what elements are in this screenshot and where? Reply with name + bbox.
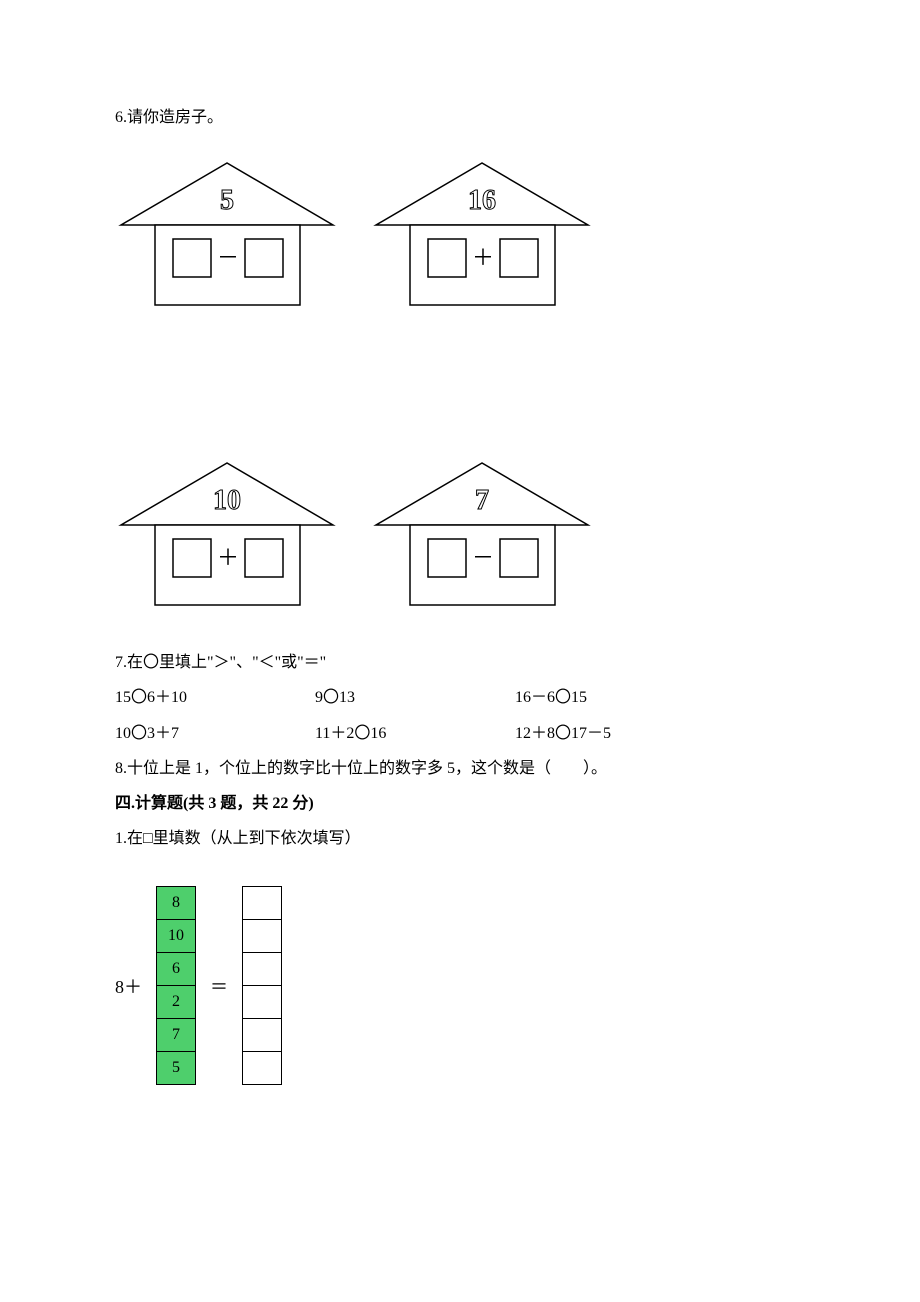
q8-label: 8.十位上是 1，个位上的数字比十位上的数字多 5，这个数是（ ）。 xyxy=(115,751,805,786)
calc-blank-cell[interactable] xyxy=(242,1051,282,1085)
blank-box-left[interactable] xyxy=(173,239,211,277)
calc-input-cell: 10 xyxy=(156,919,196,953)
house-svg: 16 ＋ xyxy=(370,155,595,315)
q4-1-label: 1.在□里填数（从上到下依次填写） xyxy=(115,821,805,856)
spacer xyxy=(115,345,805,435)
calc-equals: ＝ xyxy=(210,973,228,999)
q7-label: 7.在〇里填上"＞"、"＜"或"＝" xyxy=(115,645,805,680)
calc-input-column: 8 10 6 2 7 5 xyxy=(156,886,196,1085)
house-svg: 5 － xyxy=(115,155,340,315)
calc-blank-cell[interactable] xyxy=(242,952,282,986)
roof-number: 10 xyxy=(213,485,241,516)
operator: － xyxy=(217,245,239,270)
calc-input-cell: 8 xyxy=(156,886,196,920)
operator: ＋ xyxy=(217,545,239,570)
operator: ＋ xyxy=(472,245,494,270)
q7-item: 12＋8〇17－5 xyxy=(515,716,735,751)
calc-answer-column xyxy=(242,886,282,1085)
calc-blank-cell[interactable] xyxy=(242,919,282,953)
calc-input-cell: 6 xyxy=(156,952,196,986)
q7-item: 11＋2〇16 xyxy=(315,716,515,751)
calc-blank-cell[interactable] xyxy=(242,1018,282,1052)
houses-row-2: 10 ＋ 7 － xyxy=(115,455,805,615)
house-5: 5 － xyxy=(115,155,340,315)
page: 6.请你造房子。 5 － 16 ＋ xyxy=(0,0,920,1145)
house-svg: 7 － xyxy=(370,455,595,615)
q7-item: 15〇6＋10 xyxy=(115,680,315,715)
houses-row-1: 5 － 16 ＋ xyxy=(115,155,805,315)
roof-number: 5 xyxy=(220,185,234,216)
calc-input-cell: 7 xyxy=(156,1018,196,1052)
q6-label: 6.请你造房子。 xyxy=(115,100,805,135)
q7-item: 16－6〇15 xyxy=(515,680,735,715)
blank-box-left[interactable] xyxy=(428,539,466,577)
blank-box-right[interactable] xyxy=(500,239,538,277)
blank-box-right[interactable] xyxy=(245,539,283,577)
q7-item: 9〇13 xyxy=(315,680,515,715)
blank-box-right[interactable] xyxy=(500,539,538,577)
blank-box-left[interactable] xyxy=(428,239,466,277)
calc-block: 8＋ 8 10 6 2 7 5 ＝ xyxy=(115,886,805,1085)
house-7: 7 － xyxy=(370,455,595,615)
operator: － xyxy=(472,545,494,570)
calc-blank-cell[interactable] xyxy=(242,886,282,920)
house-svg: 10 ＋ xyxy=(115,455,340,615)
blank-box-right[interactable] xyxy=(245,239,283,277)
calc-blank-cell[interactable] xyxy=(242,985,282,1019)
calc-prefix: 8＋ xyxy=(115,973,142,999)
house-10: 10 ＋ xyxy=(115,455,340,615)
calc-input-cell: 5 xyxy=(156,1051,196,1085)
blank-box-left[interactable] xyxy=(173,539,211,577)
q7-row-2: 10〇3＋7 11＋2〇16 12＋8〇17－5 xyxy=(115,716,805,751)
q7-row-1: 15〇6＋10 9〇13 16－6〇15 xyxy=(115,680,805,715)
house-16: 16 ＋ xyxy=(370,155,595,315)
roof-number: 7 xyxy=(475,485,489,516)
q7-item: 10〇3＋7 xyxy=(115,716,315,751)
roof-number: 16 xyxy=(468,185,496,216)
section-4-title: 四.计算题(共 3 题，共 22 分) xyxy=(115,786,805,821)
calc-input-cell: 2 xyxy=(156,985,196,1019)
